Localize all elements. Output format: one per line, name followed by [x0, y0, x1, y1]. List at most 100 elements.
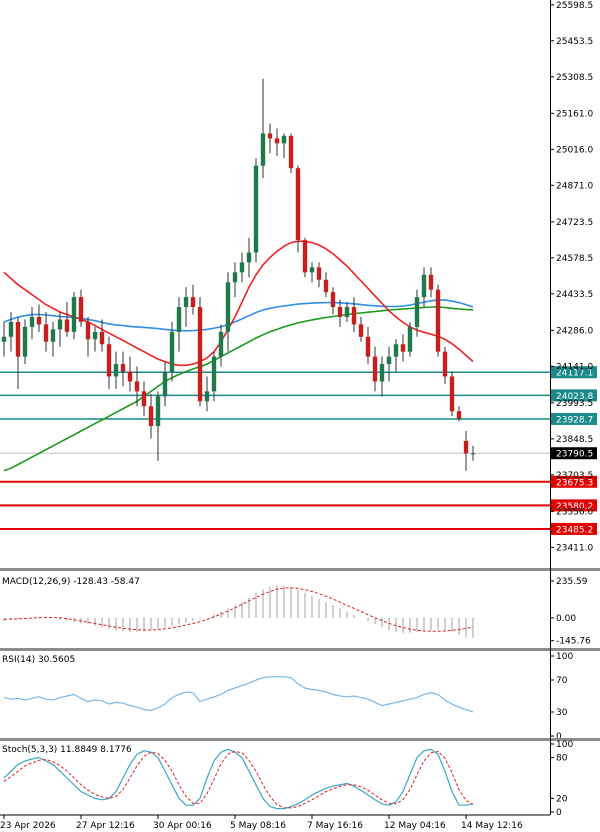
candle-bull: [113, 364, 119, 377]
stoch-tick-label: 80: [556, 754, 568, 764]
rsi-indicator: 100 70 30 0: [3, 652, 573, 742]
candle-bull: [169, 331, 175, 372]
candle-bear: [78, 297, 84, 322]
panel-separator: [0, 648, 600, 651]
candle-bear: [197, 307, 203, 402]
price-panel[interactable]: 24117.1 24023.8 23928.7 23675.3 23580.2 23485…: [0, 1, 597, 554]
candle-bear: [190, 297, 196, 308]
ma-green-line: [3, 306, 474, 472]
time-tick-label: 30 Apr 00:16: [153, 821, 212, 831]
rsi-tick-label: 30: [556, 708, 568, 718]
price-tick-label: 25453.5: [556, 37, 593, 47]
candle-bull: [29, 316, 35, 327]
candle-bear: [64, 319, 70, 332]
candle-bull: [1, 336, 7, 342]
candle-bull: [92, 331, 98, 340]
stoch-k-line: [3, 748, 474, 810]
stochastic-indicator: 100 80 20 0: [3, 740, 573, 818]
level-badge: [551, 412, 597, 425]
price-tick-label: 24141.0: [556, 362, 593, 372]
candle-bear: [337, 307, 343, 317]
rsi-tick-label: 0: [556, 732, 562, 742]
level-label-support: 23580.2: [556, 502, 593, 512]
support-resistance-levels: 24117.1 24023.8 23928.7 23675.3 23580.2 23485…: [0, 366, 597, 535]
candle-bear: [463, 440, 469, 454]
level-badge: [551, 475, 597, 488]
level-badge: [551, 366, 597, 379]
macd-tick-label: -145.76: [556, 637, 591, 647]
candle-bear: [302, 240, 308, 273]
time-tick-label: 12 May 04:16: [384, 821, 446, 831]
time-tick-label: 27 Apr 12:16: [76, 821, 135, 831]
rsi-label: RSI(14) 30.5605: [2, 655, 75, 665]
rsi-tick-label: 100: [556, 652, 573, 662]
candle-bear: [449, 376, 455, 412]
rsi-line: [3, 676, 474, 713]
candle-bull: [176, 307, 182, 332]
rsi-tick-label: 70: [556, 676, 568, 686]
candle-bear: [400, 344, 406, 352]
candle-bear: [351, 307, 357, 325]
level-badge: [551, 389, 597, 402]
time-tick-label: 5 May 08:16: [230, 821, 286, 831]
candle-bull: [260, 133, 266, 166]
price-tick-label: 25016.0: [556, 145, 593, 155]
stoch-tick-label: 100: [556, 740, 573, 750]
macd-tick-label: 0.00: [556, 614, 576, 624]
price-tick-label: 23411.0: [556, 543, 593, 553]
stoch-tick-label: 0: [556, 808, 562, 818]
level-label-resistance: 24023.8: [556, 392, 593, 402]
candle-bear: [456, 411, 462, 419]
candle-bear: [141, 391, 147, 407]
candle-bear: [127, 371, 133, 382]
candle-bear: [106, 344, 112, 377]
macd-panel[interactable]: MACD(12,26,9) -128.43 -58.47 235.59 0.00 -…: [2, 577, 591, 647]
macd-label: MACD(12,26,9) -128.43 -58.47: [2, 577, 140, 587]
candle-bear: [295, 168, 301, 241]
candle-bull: [386, 356, 392, 365]
candle-bull: [414, 297, 420, 327]
candle-bear: [316, 267, 322, 280]
candle-bull: [211, 356, 217, 392]
candle-bull: [344, 307, 350, 317]
rsi-panel[interactable]: RSI(14) 30.5605 100 70 30 0: [2, 652, 573, 742]
candle-bear: [358, 324, 364, 337]
stoch-panel[interactable]: Stoch(5,3,3) 11.8849 8.1776 100 80 20 0: [2, 740, 573, 818]
level-label-support: 23485.2: [556, 525, 593, 535]
candle-bull: [155, 396, 161, 427]
candle-bear: [330, 292, 336, 308]
price-tick-label: 23848.5: [556, 435, 593, 445]
candle-bear: [365, 336, 371, 357]
level-badge: [551, 522, 597, 535]
candle-bull: [407, 326, 413, 352]
candle-bull: [22, 326, 28, 357]
level-label-support: 23675.3: [556, 478, 593, 488]
price-tick-label: 24723.5: [556, 218, 593, 228]
candle-bull: [253, 165, 259, 253]
price-tick-label: 24871.0: [556, 181, 593, 191]
candle-bull: [8, 321, 14, 337]
candle-bull: [50, 329, 56, 342]
time-axis: 23 Apr 2026 27 Apr 12:16 30 Apr 00:16 5 May…: [0, 814, 550, 831]
current-price-badge: [551, 447, 597, 460]
price-tick-label: 23993.5: [556, 399, 593, 409]
candle-bull: [71, 297, 77, 332]
candle-bear: [372, 356, 378, 382]
macd-tick-label: 235.59: [556, 577, 588, 587]
candle-bear: [43, 324, 49, 342]
level-badge: [551, 499, 597, 512]
candle-bear: [323, 279, 329, 293]
price-tick-label: 23556.0: [556, 507, 593, 517]
price-tick-label: 24433.5: [556, 290, 593, 300]
candle-bull: [379, 364, 385, 382]
candle-bear: [274, 138, 280, 144]
candle-bull: [246, 252, 252, 263]
candle-bear: [288, 135, 294, 169]
candle-bull: [204, 391, 210, 402]
candle-bull: [421, 274, 427, 298]
candle-bull: [393, 344, 399, 357]
candle-bull: [218, 331, 224, 357]
time-tick-label: 14 May 12:16: [461, 821, 523, 831]
candle-bull: [225, 282, 231, 332]
